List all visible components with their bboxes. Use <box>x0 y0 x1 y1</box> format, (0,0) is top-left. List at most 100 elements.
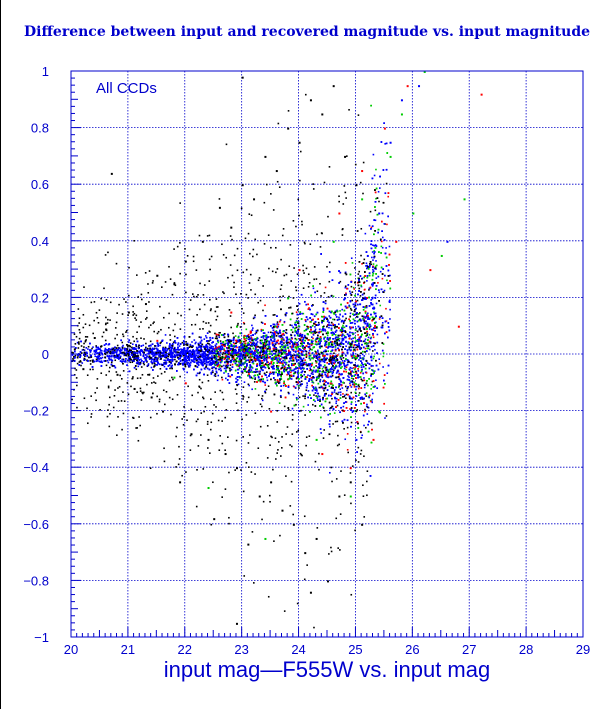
scatter-point <box>157 348 159 351</box>
scatter-point <box>372 336 375 339</box>
scatter-point <box>222 348 224 350</box>
scatter-point <box>369 263 371 265</box>
scatter-point <box>354 410 357 413</box>
scatter-point <box>223 348 225 351</box>
scatter-point <box>349 380 352 383</box>
scatter-point <box>260 328 263 331</box>
scatter-point <box>261 349 263 352</box>
scatter-point <box>188 346 191 349</box>
scatter-point <box>343 382 345 384</box>
scatter-point <box>106 359 109 362</box>
scatter-point <box>285 332 288 335</box>
scatter-point <box>195 341 197 344</box>
scatter-point <box>101 356 104 359</box>
scatter-point <box>279 346 282 348</box>
scatter-point <box>375 264 378 267</box>
scatter-point <box>240 359 243 361</box>
scatter-point <box>222 352 225 354</box>
scatter-point <box>236 352 238 355</box>
scatter-point <box>322 370 325 372</box>
scatter-point <box>127 357 130 360</box>
scatter-point <box>186 342 189 345</box>
scatter-point <box>373 311 375 313</box>
scatter-point <box>162 346 164 349</box>
scatter-point <box>332 369 335 372</box>
scatter-point <box>211 369 214 372</box>
scatter-point <box>197 356 199 359</box>
scatter-point <box>349 312 352 315</box>
scatter-point <box>373 245 376 247</box>
scatter-point <box>92 346 94 348</box>
scatter-point <box>84 355 86 358</box>
scatter-point <box>335 342 337 344</box>
scatter-point <box>224 339 227 342</box>
scatter-point <box>332 318 334 321</box>
scatter-point <box>215 335 218 338</box>
scatter-point <box>346 352 349 355</box>
scatter-point <box>254 388 257 390</box>
scatter-point <box>91 347 93 350</box>
scatter-point <box>290 378 293 380</box>
scatter-point <box>182 367 184 370</box>
scatter-point <box>335 400 338 403</box>
scatter-point <box>367 312 369 315</box>
scatter-point <box>307 404 309 406</box>
scatter-point <box>229 339 231 341</box>
scatter-point <box>286 373 288 376</box>
scatter-point <box>163 355 165 358</box>
scatter-point <box>251 371 254 373</box>
scatter-point <box>301 350 304 352</box>
scatter-point <box>367 336 370 339</box>
scatter-point <box>382 355 385 358</box>
scatter-point <box>341 335 343 337</box>
scatter-point <box>375 268 377 270</box>
scatter-point <box>335 402 337 405</box>
scatter-point <box>276 357 278 359</box>
scatter-point <box>369 325 372 327</box>
scatter-point <box>298 365 301 368</box>
scatter-point <box>358 270 361 273</box>
scatter-point <box>295 311 298 313</box>
scatter-point <box>351 361 353 364</box>
scatter-point <box>365 326 367 329</box>
scatter-point <box>257 375 260 378</box>
scatter-point <box>321 376 324 379</box>
scatter-point <box>345 366 348 369</box>
scatter-point <box>343 367 346 370</box>
scatter-point <box>201 356 204 359</box>
scatter-point <box>281 371 283 373</box>
scatter-point <box>307 390 310 392</box>
scatter-point <box>350 391 353 394</box>
scatter-point <box>262 337 265 339</box>
scatter-point <box>76 341 79 344</box>
scatter-point <box>136 360 139 363</box>
scatter-point <box>377 190 380 193</box>
scatter-point <box>257 358 260 360</box>
scatter-point <box>297 372 300 374</box>
scatter-point <box>380 245 383 248</box>
scatter-point <box>372 270 375 273</box>
scatter-point <box>116 344 119 347</box>
scatter-point <box>234 359 236 361</box>
scatter-point <box>234 335 237 337</box>
scatter-point <box>344 438 347 441</box>
scatter-point <box>350 381 352 383</box>
scatter-point <box>310 372 313 375</box>
scatter-point <box>139 352 141 355</box>
scatter-point <box>185 360 187 363</box>
scatter-point <box>252 327 254 329</box>
scatter-point <box>366 332 369 335</box>
scatter-point <box>312 337 314 340</box>
scatter-point <box>359 372 362 374</box>
scatter-point <box>318 362 321 364</box>
scatter-point <box>346 448 349 451</box>
scatter-point <box>240 332 243 335</box>
scatter-point <box>264 351 266 353</box>
scatter-point <box>329 407 331 410</box>
scatter-point <box>371 398 373 401</box>
scatter-point <box>163 351 166 353</box>
scatter-point <box>166 342 168 344</box>
scatter-point <box>353 386 356 388</box>
scatter-point <box>121 351 123 354</box>
scatter-point <box>351 299 354 302</box>
